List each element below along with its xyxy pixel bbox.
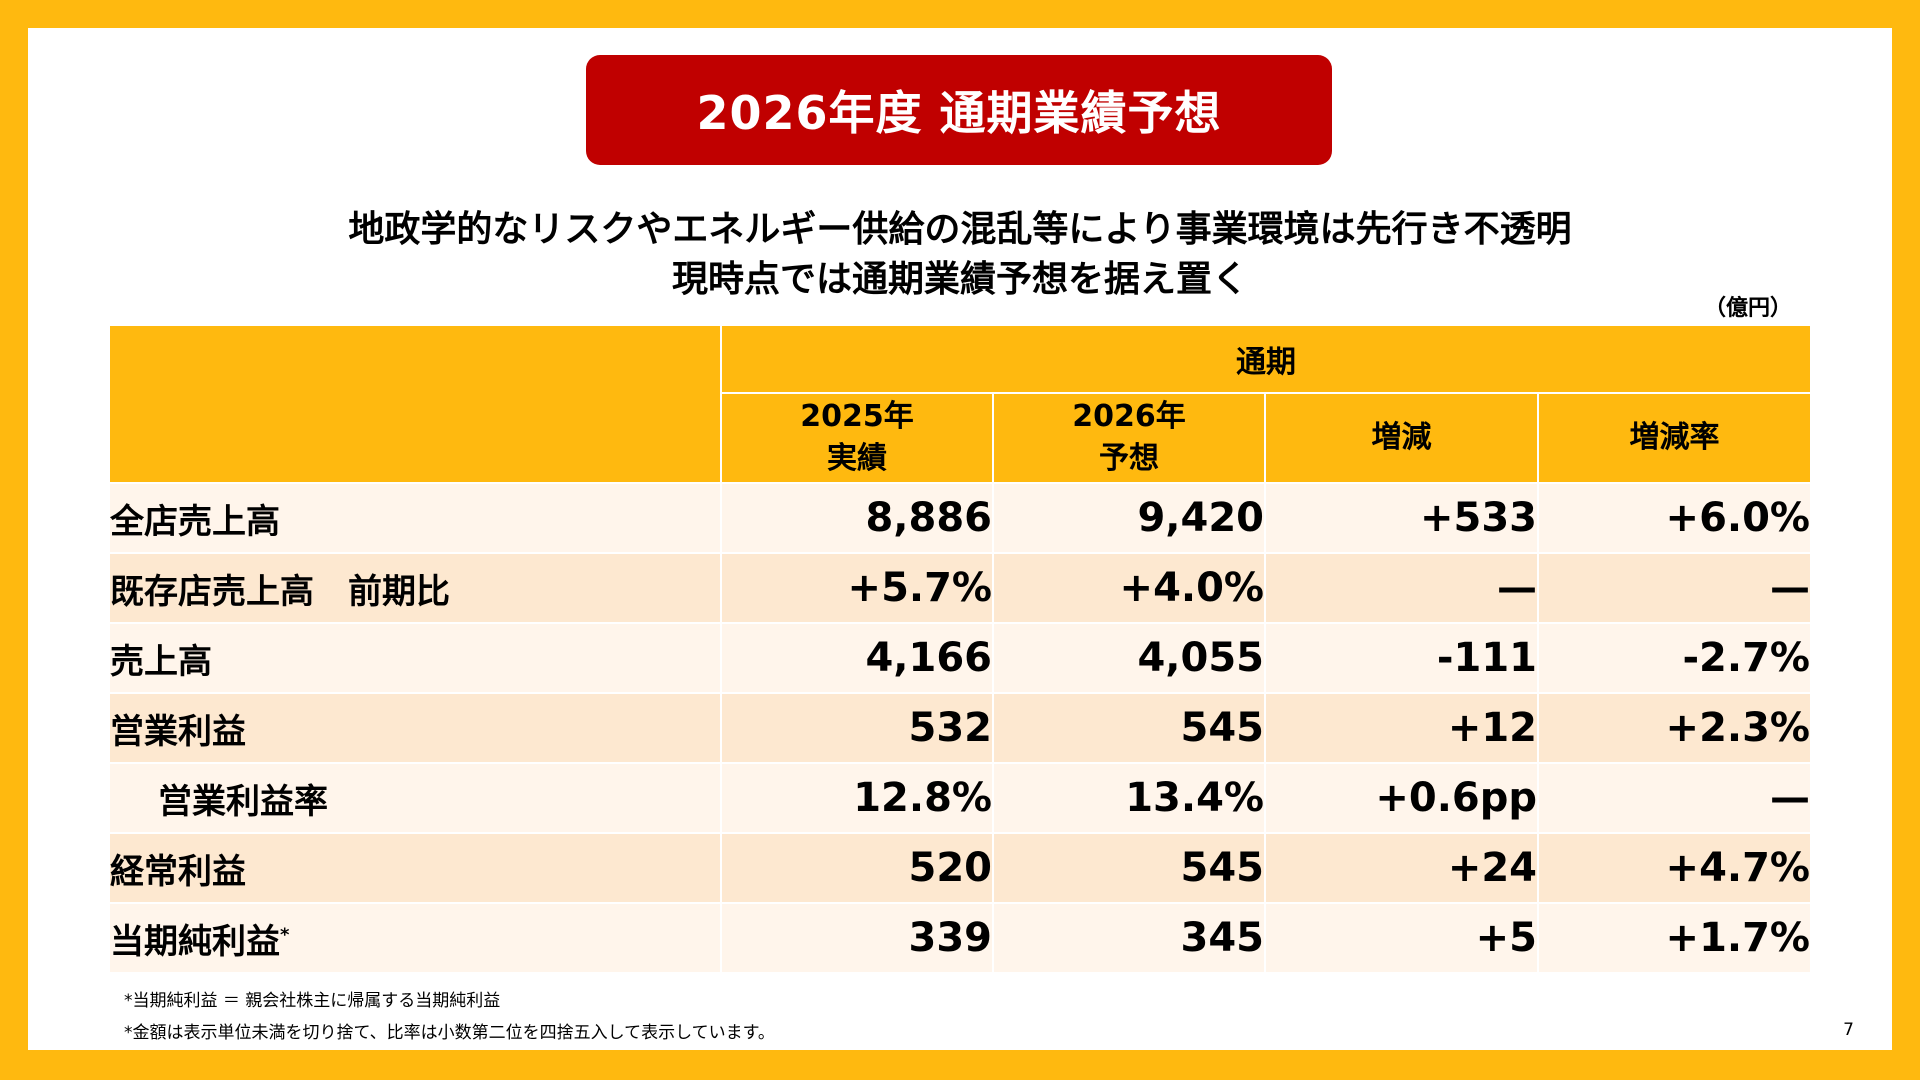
cell-value: 8,886 — [720, 482, 994, 554]
cell-value: 532 — [720, 692, 994, 764]
cell-value: +533 — [1264, 482, 1539, 554]
cell-value: — — [1264, 552, 1539, 624]
cell-value: +4.7% — [1537, 832, 1812, 904]
row-label: 売上高 — [108, 622, 722, 694]
header-blank-cell — [108, 324, 722, 484]
table-column-header-row: 2025年 実績 2026年 予想 増減 増減率 — [109, 392, 1812, 484]
subtitle-line-2: 現時点では通期業績予想を据え置く — [671, 259, 1248, 300]
column-header-change-rate: 増減率 — [1537, 392, 1812, 484]
cell-value: 13.4% — [992, 762, 1266, 834]
cell-value: 545 — [992, 832, 1266, 904]
cell-value: 345 — [992, 902, 1266, 974]
slide-title: 2026年度 通期業績予想 — [586, 55, 1332, 165]
column-header-change: 増減 — [1264, 392, 1539, 484]
row-label: 当期純利益 — [110, 921, 280, 962]
table-row: 全店売上高 8,886 9,420 +533 +6.0% — [108, 482, 1812, 554]
cell-value: 339 — [720, 902, 994, 974]
cell-value: +0.6pp — [1264, 762, 1539, 834]
slide: 2026年度 通期業績予想 地政学的なリスクやエネルギー供給の混乱等により事業環… — [28, 28, 1892, 1050]
cell-value: +2.3% — [1537, 692, 1812, 764]
table-row: 営業利益 532 545 +12 +2.3% — [108, 692, 1812, 764]
row-label-with-footnote: 当期純利益* — [108, 902, 722, 974]
footnote-marker: * — [280, 924, 290, 946]
cell-value: -111 — [1264, 622, 1539, 694]
footnote-1: *当期純利益 ＝ 親会社株主に帰属する当期純利益 — [124, 991, 501, 1011]
cell-value: 520 — [720, 832, 994, 904]
cell-value: +6.0% — [1537, 482, 1812, 554]
cell-value: — — [1537, 762, 1812, 834]
cell-value: 545 — [992, 692, 1266, 764]
row-label: 既存店売上高 前期比 — [108, 552, 722, 624]
table-row: 当期純利益* 339 345 +5 +1.7% — [108, 902, 1812, 974]
cell-value: 4,166 — [720, 622, 994, 694]
row-label: 営業利益率 — [108, 762, 722, 834]
table-row: 売上高 4,166 4,055 -111 -2.7% — [108, 622, 1812, 694]
column-header-2025-actual: 2025年 実績 — [720, 392, 994, 484]
unit-label: （億円） — [1703, 296, 1792, 321]
cell-value: 4,055 — [992, 622, 1266, 694]
header-group-full-year: 通期 — [720, 324, 1812, 394]
cell-value: -2.7% — [1537, 622, 1812, 694]
table-row: 既存店売上高 前期比 +5.7% +4.0% — — — [108, 552, 1812, 624]
row-label: 営業利益 — [108, 692, 722, 764]
subtitle-line-1: 地政学的なリスクやエネルギー供給の混乱等により事業環境は先行き不透明 — [348, 209, 1572, 250]
cell-value: +12 — [1264, 692, 1539, 764]
row-label: 経常利益 — [108, 832, 722, 904]
cell-value: +5 — [1264, 902, 1539, 974]
table-row: 経常利益 520 545 +24 +4.7% — [108, 832, 1812, 904]
forecast-table: 通期 2025年 実績 2026年 予想 増減 増減率 全店売上高 8,886 … — [108, 324, 1812, 974]
cell-value: — — [1537, 552, 1812, 624]
cell-value: 9,420 — [992, 482, 1266, 554]
row-label: 全店売上高 — [108, 482, 722, 554]
table-header-row: 通期 — [108, 324, 1812, 484]
footnote-2: *金額は表示単位未満を切り捨て、比率は小数第二位を四捨五入して表示しています。 — [124, 1023, 775, 1043]
page-number: 7 — [1843, 1020, 1854, 1040]
cell-value: +5.7% — [720, 552, 994, 624]
cell-value: +4.0% — [992, 552, 1266, 624]
cell-value: 12.8% — [720, 762, 994, 834]
table-row: 営業利益率 12.8% 13.4% +0.6pp — — [108, 762, 1812, 834]
column-header-2026-forecast: 2026年 予想 — [992, 392, 1266, 484]
cell-value: +1.7% — [1537, 902, 1812, 974]
cell-value: +24 — [1264, 832, 1539, 904]
